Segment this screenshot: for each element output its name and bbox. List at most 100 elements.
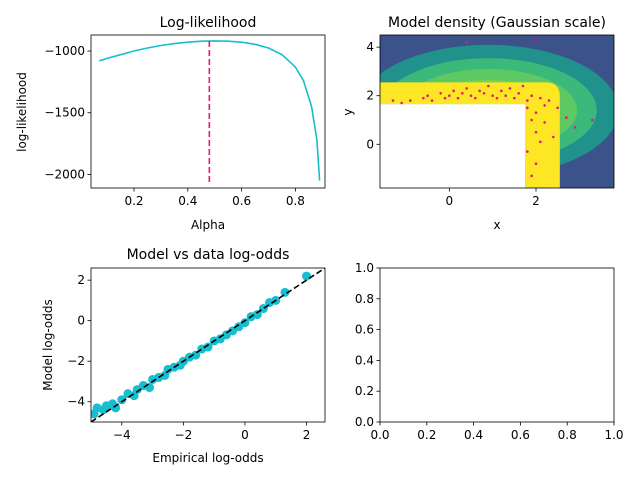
log-odds-point (111, 403, 121, 413)
y-tick-label: 0.8 (355, 292, 374, 306)
sample-point (539, 140, 542, 144)
axes-frame-model-density (379, 34, 615, 189)
series-line-log-likelihood (98, 40, 321, 181)
y-tick-label: −1500 (44, 106, 85, 120)
sample-point (487, 84, 490, 88)
x-tick-label: 0 (241, 428, 249, 442)
masked-region (380, 104, 526, 188)
y-tick-label: 2 (366, 89, 374, 103)
sample-point (456, 96, 460, 100)
log-odds-point (302, 271, 312, 281)
x-tick-label: 1.0 (604, 428, 623, 442)
y-tick-label: 2 (77, 273, 85, 287)
x-tick-label: 0.0 (370, 428, 389, 442)
sample-point (443, 96, 447, 100)
sample-point (534, 38, 538, 42)
sample-point (530, 94, 533, 98)
sample-point (539, 96, 542, 100)
y-tick-label: 4 (366, 40, 374, 54)
x-tick-label: 0.2 (417, 428, 436, 442)
sample-point (591, 118, 594, 122)
x-tick-label: 2 (532, 194, 540, 208)
sample-point (508, 87, 512, 90)
y-ticks-log-likelihood: −2000 −1500 −1000 (44, 44, 91, 181)
xlabel-x: x (493, 218, 500, 232)
density-peak-region (380, 82, 560, 188)
log-odds-point (145, 383, 154, 393)
log-odds-point (252, 310, 262, 320)
y-ticks-log-odds: −4 −2 0 2 (67, 273, 91, 409)
plot-area-model-density (380, 35, 614, 188)
sample-point (430, 99, 434, 102)
sample-point (439, 91, 442, 95)
log-odds-point (117, 395, 127, 405)
sample-point (469, 94, 473, 98)
log-odds-point (203, 342, 213, 352)
x-tick-label: 0.8 (558, 428, 577, 442)
sample-point (530, 174, 533, 178)
xlabel-alpha: Alpha (191, 218, 225, 232)
sample-point (504, 94, 507, 98)
sample-point (526, 106, 529, 110)
sample-point (556, 106, 559, 110)
plot-area-log-odds (91, 268, 325, 422)
x-tick-label: 0.4 (464, 428, 483, 442)
y-tick-label: −1000 (44, 44, 85, 58)
plot-area-log-likelihood (98, 40, 321, 182)
x-ticks-log-likelihood: 0.2 0.4 0.6 0.8 (124, 188, 305, 208)
panel-empty: 0.0 0.2 0.4 0.6 0.8 1.0 0.0 0.2 0.4 0.6 0.8 1.0 (355, 261, 624, 442)
y-tick-label: −4 (67, 395, 85, 409)
sample-point (530, 118, 533, 122)
title-model-density: Model density (Gaussian scale) (388, 15, 606, 31)
y-ticks-model-density: 0 2 4 (366, 40, 380, 151)
sample-point (534, 111, 538, 115)
y-tick-label: −2000 (44, 167, 85, 181)
sample-point (474, 96, 477, 100)
x-tick-label: 2 (303, 428, 311, 442)
y-tick-label: −2 (67, 354, 85, 368)
sample-point (478, 89, 481, 93)
xlabel-empirical-log-odds: Empirical log-odds (152, 451, 263, 465)
sample-point (547, 99, 551, 102)
title-log-odds: Model vs data log-odds (127, 247, 290, 263)
log-odds-point (191, 350, 201, 360)
log-odds-point (280, 287, 290, 297)
x-tick-label: −2 (175, 428, 193, 442)
sample-point (526, 150, 529, 153)
y-tick-label: 1.0 (355, 261, 374, 275)
sample-point (565, 116, 568, 119)
sample-point (534, 130, 538, 134)
sample-point (422, 96, 425, 100)
y-tick-label: 0 (77, 314, 85, 328)
sample-point (491, 94, 494, 98)
x-ticks-empty: 0.0 0.2 0.4 0.6 0.8 1.0 (370, 422, 624, 442)
sample-point (500, 89, 503, 93)
axes-frame-empty (379, 267, 615, 423)
ylabel-model-log-odds: Model log-odds (41, 299, 55, 391)
panel-log-odds: Model vs data log-odds −4 −2 0 2 −4 −2 0 2 Emp… (41, 247, 326, 465)
log-odds-point (240, 318, 250, 328)
sample-point (543, 121, 546, 124)
title-log-likelihood: Log-likelihood (160, 15, 257, 31)
sample-point (526, 99, 529, 102)
ylabel-log-likelihood: log-likelihood (15, 72, 29, 152)
sample-point (517, 91, 520, 95)
sample-point (465, 40, 468, 44)
sample-point (482, 91, 486, 95)
y-ticks-empty: 0.0 0.2 0.4 0.6 0.8 1.0 (355, 261, 380, 429)
x-tick-label: 0.4 (178, 194, 197, 208)
x-tick-label: 0.6 (232, 194, 251, 208)
x-ticks-log-odds: −4 −2 0 2 (113, 422, 310, 442)
identity-reference-line (91, 268, 325, 422)
x-tick-label: −4 (113, 428, 131, 442)
sample-point (452, 89, 455, 93)
sample-point (426, 94, 429, 98)
sample-point (400, 101, 403, 105)
sample-point (534, 162, 538, 166)
sample-point (573, 125, 577, 129)
panel-log-likelihood: Log-likelihood 0.2 0.4 0.6 0.8 −2000 −1500 −1… (15, 15, 326, 232)
y-tick-label: 0 (366, 137, 374, 151)
x-tick-label: 0 (446, 194, 454, 208)
